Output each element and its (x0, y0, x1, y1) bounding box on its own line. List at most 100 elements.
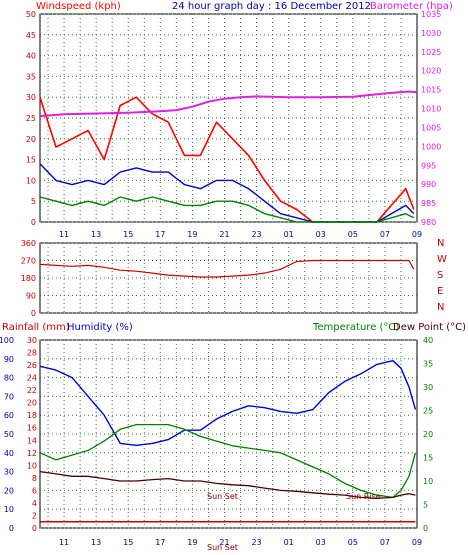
hour-tick-label: 19 (187, 230, 197, 239)
hour-tick-label-lower: 23 (251, 538, 261, 547)
direction-tick-label: 360 (21, 239, 36, 248)
rain-tick-label: 30 (27, 336, 37, 345)
temperature-line (39, 423, 417, 499)
direction-tick-label: 180 (21, 274, 36, 283)
wind-tick-label: 30 (26, 93, 36, 102)
compass-w: W (437, 254, 447, 265)
hour-tick-label-lower: 21 (219, 538, 229, 547)
barometer-tick-label: 1035 (421, 10, 441, 19)
hour-tick-label: 13 (91, 230, 101, 239)
wind-tick-label: 15 (26, 156, 36, 165)
wind-tick-label: 5 (31, 197, 36, 206)
rain-tick-label: 10 (27, 461, 37, 470)
hour-tick-label: 09 (412, 230, 422, 239)
temperature-tick-label: 25 (423, 407, 433, 416)
hour-tick-label-lower: 15 (123, 538, 133, 547)
humidity-tick-label: 80 (4, 374, 14, 383)
hour-tick-label: 23 (251, 230, 261, 239)
wind-tick-label: 50 (26, 10, 36, 19)
humidity-tick-label: 50 (4, 430, 14, 439)
barometer-tick-label: 1025 (421, 48, 441, 57)
barometer-title: Barometer (hpa) (370, 1, 453, 12)
temperature-title: Temperature (°C) (312, 322, 399, 333)
direction-tick-label: 0 (31, 309, 36, 318)
rain-tick-label: 20 (27, 399, 37, 408)
hour-tick-label-lower: 01 (284, 538, 294, 547)
direction-tick-label: 270 (21, 257, 36, 266)
wind-base-line (39, 196, 415, 223)
barometer-tick-label: 990 (421, 180, 436, 189)
humidity-tick-label: 40 (4, 449, 14, 458)
hour-tick-label: 03 (316, 230, 326, 239)
barometer-tick-label: 980 (421, 218, 436, 227)
temperature-tick-label: 30 (423, 383, 433, 392)
rain-tick-label: 6 (32, 486, 37, 495)
temperature-tick-label: 35 (423, 360, 433, 369)
rain-tick-label: 24 (27, 374, 37, 383)
hour-tick-label-lower: 19 (187, 538, 197, 547)
hour-tick-label: 01 (284, 230, 294, 239)
hour-tick-label: 11 (59, 230, 69, 239)
sunset-axis-annotation: Sun Set (207, 543, 238, 552)
wind-tick-label: 20 (26, 135, 36, 144)
wind-average-line (39, 163, 415, 223)
compass-n-bottom: N (437, 302, 444, 313)
wind-tick-label: 40 (26, 52, 36, 61)
rain-tick-label: 28 (27, 349, 37, 358)
hour-tick-label: 15 (123, 230, 133, 239)
hour-tick-label: 21 (219, 230, 229, 239)
barometer-line (39, 90, 418, 118)
barometer-tick-label: 985 (421, 199, 436, 208)
rain-tick-label: 4 (32, 499, 37, 508)
humidity-tick-label: 0 (9, 524, 14, 533)
wind-tick-label: 35 (26, 72, 36, 81)
rain-tick-label: 0 (32, 524, 37, 533)
hour-tick-label: 07 (380, 230, 390, 239)
rainfall-title: Rainfall (mm) (2, 322, 70, 333)
hour-tick-label: 05 (348, 230, 358, 239)
barometer-tick-label: 1005 (421, 123, 441, 132)
hour-tick-label-lower: 07 (380, 538, 390, 547)
temperature-tick-label: 20 (423, 430, 433, 439)
humidity-tick-label: 70 (4, 392, 14, 401)
barometer-tick-label: 1015 (421, 86, 441, 95)
sunrise-annotation: Sun Rise (346, 492, 381, 501)
compass-n-top: N (437, 238, 444, 249)
humidity-line (39, 360, 417, 446)
barometer-tick-label: 1020 (421, 67, 441, 76)
wind-tick-label: 25 (26, 114, 36, 123)
temperature-tick-label: 40 (423, 336, 433, 345)
temperature-tick-label: 10 (423, 477, 433, 486)
temperature-tick-label: 5 (423, 501, 428, 510)
direction-tick-label: 90 (26, 292, 36, 301)
rain-tick-label: 22 (27, 386, 37, 395)
hour-tick-label-lower: 05 (348, 538, 358, 547)
humidity-title: Humidity (%) (67, 322, 133, 333)
hour-tick-label-lower: 03 (316, 538, 326, 547)
compass-e: E (437, 286, 443, 297)
humidity-tick-label: 60 (4, 411, 14, 420)
wind-title: Windspeed (kph) (36, 1, 121, 12)
temperature-tick-label: 15 (423, 454, 433, 463)
rain-tick-label: 18 (27, 411, 37, 420)
humidity-tick-label: 30 (4, 468, 14, 477)
temperature-tick-label: 0 (423, 524, 428, 533)
hour-tick-label-lower: 13 (91, 538, 101, 547)
humidity-tick-label: 20 (4, 486, 14, 495)
compass-s: S (437, 270, 443, 281)
hour-tick-label-lower: 11 (59, 538, 69, 547)
rain-tick-label: 8 (32, 474, 37, 483)
rain-tick-label: 16 (27, 424, 37, 433)
windspeed-line (39, 96, 415, 223)
dewpoint-line (39, 470, 416, 500)
wind-direction-line (39, 259, 415, 278)
dewpoint-title: Dew Point (°C) (393, 322, 466, 333)
barometer-tick-label: 1030 (421, 29, 441, 38)
hour-tick-label-lower: 09 (412, 538, 422, 547)
humidity-tick-label: 10 (4, 505, 14, 514)
chart-title: 24 hour graph day : 16 December 2012 (172, 1, 371, 12)
rain-tick-label: 26 (27, 361, 37, 370)
rain-tick-label: 14 (27, 436, 37, 445)
